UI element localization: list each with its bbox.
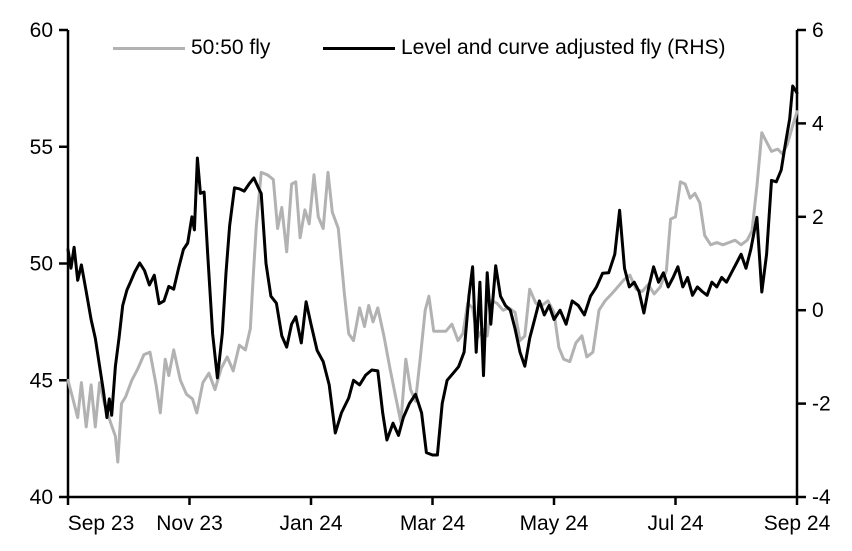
x-axis-tick-label: Mar 24	[400, 512, 466, 535]
x-axis-tick-label: Sep 23	[68, 512, 135, 535]
x-axis-tick-label: Jan 24	[279, 512, 342, 535]
gray-series-line	[66, 110, 799, 464]
black-series-line	[66, 84, 799, 457]
x-axis-tick-label: Jul 24	[647, 512, 703, 535]
right-axis-tick-label: 6	[812, 19, 824, 42]
legend-label: Level and curve adjusted fly (RHS)	[401, 36, 726, 59]
legend-item-5050-fly: 50:50 fly	[113, 36, 270, 60]
legend-label: 50:50 fly	[191, 36, 271, 59]
left-axis-tick-label: 40	[30, 486, 53, 509]
right-axis-tick-label: 0	[812, 299, 824, 322]
right-axis-tick-label: -4	[812, 486, 831, 509]
gray-line-swatch-icon	[113, 46, 185, 50]
left-axis-tick-label: 45	[30, 369, 53, 392]
right-axis-tick-label: 4	[812, 112, 824, 135]
black-line-swatch-icon	[323, 46, 395, 50]
right-axis-tick-label: 2	[812, 206, 824, 229]
chart-legend: 50:50 fly Level and curve adjusted fly (…	[0, 36, 852, 66]
x-axis-tick-label: Sep 24	[764, 512, 831, 535]
left-axis-tick-label: 60	[30, 19, 53, 42]
left-axis-tick-label: 50	[30, 253, 53, 276]
left-axis-tick-label: 55	[30, 136, 53, 159]
right-axis-tick-label: -2	[812, 393, 831, 416]
x-axis-tick-label: Nov 23	[156, 512, 223, 535]
legend-item-adjusted-fly: Level and curve adjusted fly (RHS)	[323, 36, 726, 60]
x-axis-tick-label: May 24	[520, 512, 589, 535]
